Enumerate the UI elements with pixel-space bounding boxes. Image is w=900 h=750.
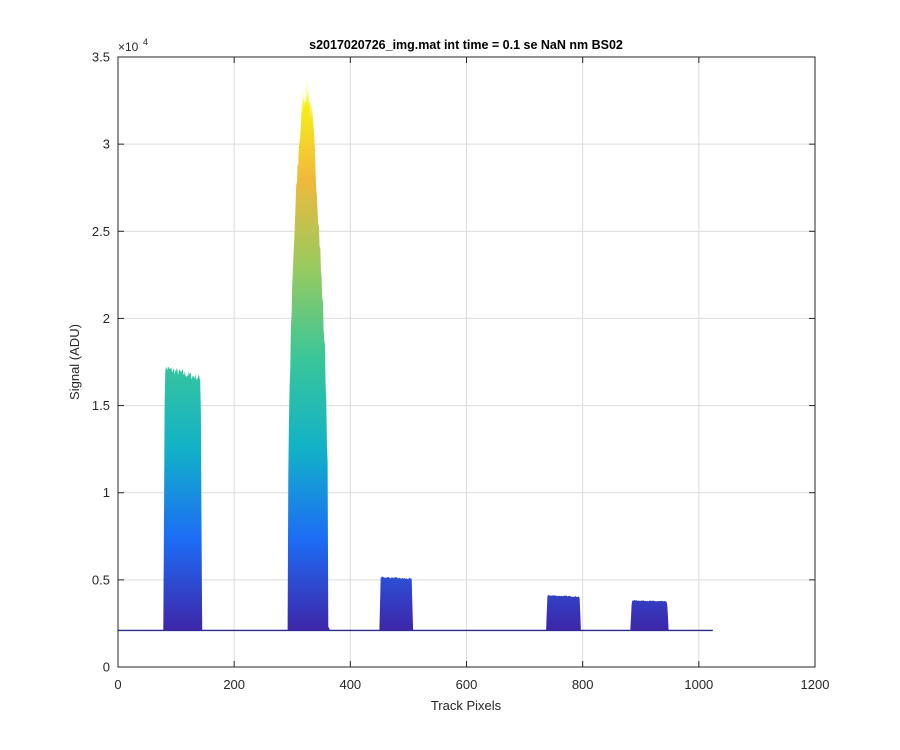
y-exponent-power: 4 [143,37,148,47]
y-tick-label: 2 [103,311,110,326]
signal-band-5 [628,600,671,631]
chart-title: s2017020726_img.mat int time = 0.1 se Na… [309,38,623,52]
y-axis-label: Signal (ADU) [67,324,82,400]
axis-ticks: 0 200 400 600 800 1000 1200 0 0.5 1 1.5 2 2.5 3 3.5 [92,50,830,693]
x-tick-label: 0 [114,677,121,692]
y-tick-label: 3.5 [92,50,110,65]
y-tick-label: 3 [103,137,110,152]
x-tick-label: 1000 [684,677,713,692]
y-tick-label: 1.5 [92,398,110,413]
x-tick-label: 200 [223,677,245,692]
x-tick-label: 400 [339,677,361,692]
y-tick-label: 0 [103,660,110,675]
signal-band-3 [377,576,416,631]
x-tick-label: 800 [572,677,594,692]
signal-band-1 [161,366,205,631]
grid-lines [118,57,815,667]
data-series [118,77,713,632]
x-tick-label: 1200 [801,677,830,692]
x-tick-label: 600 [456,677,478,692]
signal-band-2 [285,77,331,631]
y-tick-label: 0.5 [92,572,110,587]
y-tick-label: 2.5 [92,224,110,239]
signal-band-4 [544,594,583,631]
y-tick-label: 1 [103,485,110,500]
y-exponent-base: ×10 [118,40,139,54]
x-axis-label: Track Pixels [431,698,502,713]
